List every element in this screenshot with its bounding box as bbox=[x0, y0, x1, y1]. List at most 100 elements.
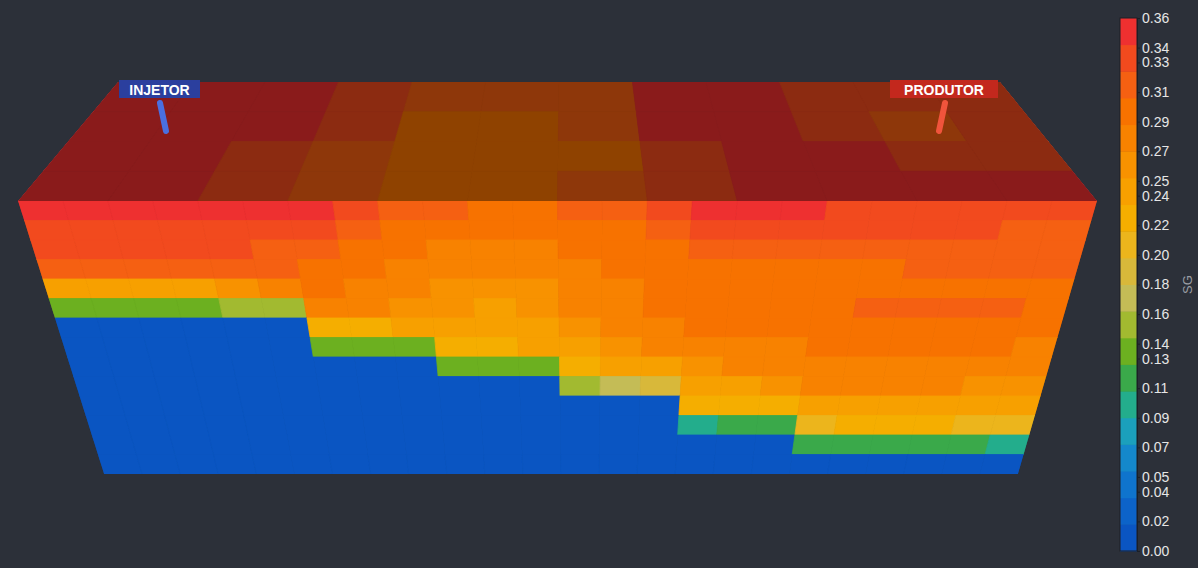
cell bbox=[558, 221, 602, 241]
cell bbox=[297, 260, 343, 280]
cell bbox=[393, 338, 436, 358]
cell bbox=[990, 416, 1035, 436]
cell bbox=[998, 221, 1047, 241]
cell bbox=[639, 396, 680, 416]
cell bbox=[642, 318, 685, 338]
tick-mark bbox=[1137, 344, 1140, 345]
cell bbox=[167, 260, 215, 280]
cell bbox=[601, 279, 644, 299]
cell bbox=[561, 435, 600, 455]
cell bbox=[908, 435, 951, 455]
cell bbox=[856, 279, 902, 299]
cell bbox=[678, 416, 719, 436]
colorbar-band bbox=[1120, 45, 1137, 72]
cell bbox=[154, 377, 199, 397]
tick-mark bbox=[1137, 477, 1140, 478]
cell bbox=[227, 338, 272, 358]
tick-label: 0.24 bbox=[1142, 188, 1169, 204]
cell bbox=[1002, 201, 1052, 221]
cell bbox=[283, 416, 326, 436]
cell bbox=[811, 299, 856, 319]
cell bbox=[866, 221, 914, 241]
cell bbox=[884, 357, 929, 377]
cell bbox=[515, 260, 559, 280]
cell bbox=[816, 260, 862, 280]
colorbar-tick: 0.24 bbox=[1137, 188, 1169, 204]
cell bbox=[304, 299, 349, 319]
cell bbox=[912, 416, 956, 436]
cell bbox=[360, 396, 402, 416]
cell bbox=[244, 416, 287, 436]
cell bbox=[798, 396, 841, 416]
cell bbox=[291, 455, 333, 475]
cell bbox=[484, 455, 523, 475]
cell bbox=[880, 377, 924, 397]
cell bbox=[215, 279, 262, 299]
well-label: INJETOR bbox=[129, 82, 189, 98]
tick-label: 0.27 bbox=[1142, 143, 1169, 159]
cell bbox=[514, 240, 558, 260]
cell bbox=[175, 455, 218, 475]
cell bbox=[877, 396, 921, 416]
cell bbox=[780, 201, 827, 221]
cell bbox=[888, 338, 933, 358]
cell bbox=[929, 338, 975, 358]
cell bbox=[727, 299, 771, 319]
cell bbox=[223, 318, 269, 338]
cell bbox=[243, 201, 291, 221]
cell bbox=[795, 416, 837, 436]
cell bbox=[433, 318, 476, 338]
cell bbox=[258, 279, 304, 299]
cell bbox=[762, 357, 805, 377]
cell bbox=[985, 435, 1029, 455]
colorbar-tick: 0.34 bbox=[1137, 40, 1169, 56]
cell bbox=[559, 318, 601, 338]
tick-label: 0.22 bbox=[1142, 217, 1169, 233]
tick-mark bbox=[1137, 359, 1140, 360]
cell bbox=[149, 357, 195, 377]
cell bbox=[287, 435, 329, 455]
colorbar-axis: 0.360.340.330.310.290.270.250.240.220.20… bbox=[1137, 10, 1169, 559]
cell bbox=[49, 299, 97, 319]
cell bbox=[481, 416, 521, 436]
cell bbox=[250, 240, 297, 260]
tick-mark bbox=[1137, 551, 1140, 552]
colorbar-band bbox=[1120, 364, 1137, 391]
cell bbox=[715, 435, 756, 455]
cell bbox=[642, 338, 684, 358]
cell bbox=[158, 221, 207, 241]
cell bbox=[400, 396, 442, 416]
cell bbox=[436, 357, 478, 377]
colorbar-tick: 0.14 bbox=[1137, 336, 1169, 352]
cell bbox=[357, 377, 400, 397]
cell bbox=[344, 279, 389, 299]
cell bbox=[313, 357, 357, 377]
cell bbox=[637, 455, 676, 475]
colorbar-title: SG bbox=[1180, 275, 1195, 294]
colorbar-tick: 0.00 bbox=[1137, 543, 1169, 559]
colorbar-band bbox=[1120, 498, 1137, 525]
cell bbox=[869, 201, 917, 221]
cell bbox=[906, 240, 954, 260]
cell bbox=[558, 260, 601, 280]
cell bbox=[946, 435, 990, 455]
cell bbox=[680, 377, 722, 397]
cell bbox=[114, 377, 160, 397]
cell bbox=[513, 201, 558, 221]
cell bbox=[644, 260, 688, 280]
cell bbox=[640, 377, 681, 397]
cell bbox=[398, 377, 440, 397]
cell bbox=[43, 279, 92, 299]
tick-label: 0.07 bbox=[1142, 439, 1169, 455]
cell bbox=[341, 260, 387, 280]
cell bbox=[384, 260, 429, 280]
cell bbox=[338, 240, 384, 260]
cell bbox=[443, 435, 483, 455]
cell bbox=[687, 260, 732, 280]
tick-mark bbox=[1137, 151, 1140, 152]
cell bbox=[754, 435, 795, 455]
cell bbox=[847, 338, 892, 358]
cell bbox=[1021, 299, 1069, 319]
cell bbox=[602, 240, 646, 260]
tick-label: 0.29 bbox=[1142, 114, 1169, 130]
